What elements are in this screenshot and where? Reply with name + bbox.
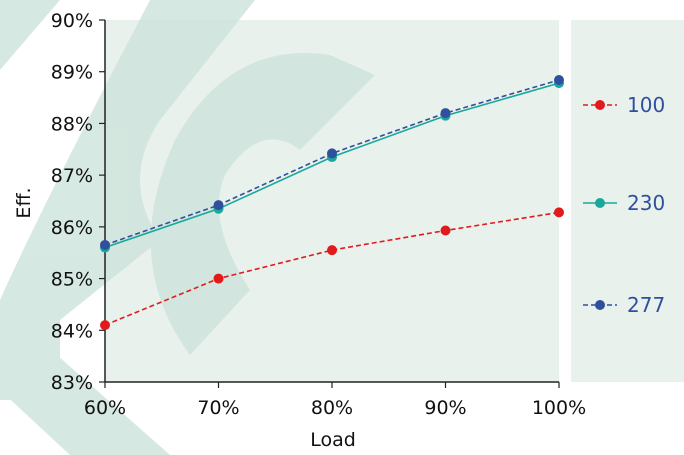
data-point-277 <box>554 74 564 85</box>
legend-background <box>571 20 684 382</box>
y-axis-ticks: 83% 84% 85% 86% 87% 88% 89% 90% <box>51 10 105 394</box>
data-point-100 <box>213 273 224 284</box>
y-tick-label: 90% <box>51 10 93 32</box>
y-tick-label: 86% <box>51 217 93 239</box>
x-tick-label: 70% <box>197 397 239 419</box>
legend-marker-277 <box>595 300 605 310</box>
y-tick-label: 83% <box>51 372 93 394</box>
y-tick-label: 84% <box>51 320 93 342</box>
data-point-100 <box>554 207 564 218</box>
x-axis-ticks: 60% 70% 80% 90% 100% <box>84 382 586 419</box>
data-point-100 <box>327 245 337 256</box>
x-tick-label: 80% <box>311 397 353 419</box>
x-tick-label: 90% <box>424 397 466 419</box>
legend-label-100: 100 <box>627 93 665 117</box>
data-point-277 <box>440 108 451 119</box>
x-axis-title: Load <box>310 429 356 451</box>
y-tick-label: 89% <box>51 62 93 84</box>
x-tick-label: 100% <box>532 397 586 419</box>
data-point-277 <box>100 239 110 250</box>
legend-marker-100 <box>595 100 605 110</box>
x-tick-label: 60% <box>84 397 126 419</box>
watermark-logo <box>0 0 375 455</box>
legend-label-277: 277 <box>627 293 665 317</box>
y-tick-label: 87% <box>51 165 93 187</box>
y-tick-label: 88% <box>51 113 93 135</box>
series-line-100 <box>104 211 560 326</box>
y-axis-title: Eff. <box>13 187 35 218</box>
series-layer <box>100 74 564 331</box>
y-tick-label: 85% <box>51 269 93 291</box>
legend-marker-230 <box>595 198 605 208</box>
data-point-277 <box>213 200 224 211</box>
legend-label-230: 230 <box>627 191 665 215</box>
series-line-277 <box>104 79 560 246</box>
legend: 100 230 277 <box>583 93 665 317</box>
data-point-277 <box>327 148 337 159</box>
data-point-100 <box>440 225 451 236</box>
data-point-100 <box>100 320 110 331</box>
